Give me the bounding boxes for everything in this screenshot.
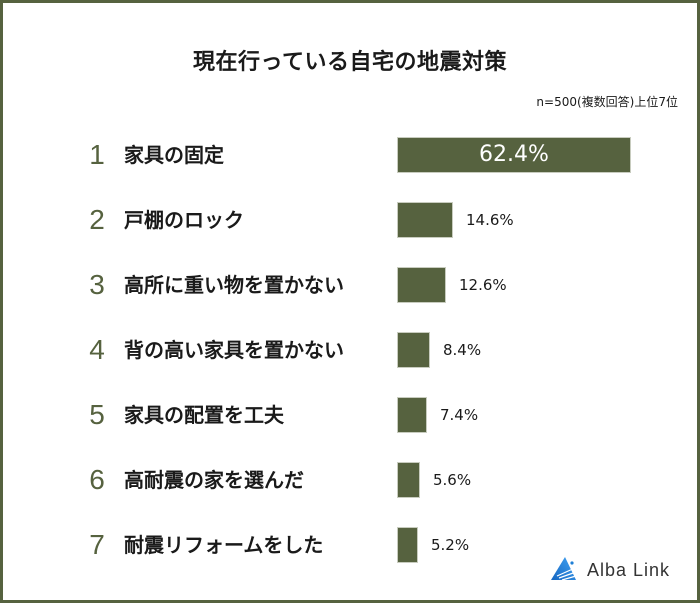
bar-row: 2 戸棚のロック 14.6% (0, 200, 700, 240)
value-label: 8.4% (443, 341, 482, 359)
bar (398, 203, 452, 237)
bar-row: 5 家具の配置を工夫 7.4% (0, 395, 700, 435)
category-label: 戸棚のロック (124, 208, 244, 232)
sample-note: n=500(複数回答)上位7位 (536, 95, 678, 109)
rank-number: 4 (89, 334, 105, 365)
alba-link-logo-icon (549, 554, 577, 586)
value-label: 5.6% (433, 471, 472, 489)
value-label: 14.6% (466, 211, 514, 229)
brand-logo: Alba Link (549, 554, 670, 586)
bar-row: 4 背の高い家具を置かない 8.4% (0, 330, 700, 370)
rank-number: 7 (89, 529, 105, 560)
category-label: 背の高い家具を置かない (124, 338, 344, 362)
bar (398, 138, 630, 172)
bar-row: 1 家具の固定 62.4% (0, 135, 700, 175)
bar-row: 6 高耐震の家を選んだ 5.6% (0, 460, 700, 500)
rank-number: 5 (89, 399, 105, 430)
value-label: 5.2% (431, 536, 470, 554)
rank-number: 6 (89, 464, 105, 495)
category-label: 高耐震の家を選んだ (124, 468, 304, 492)
bar (398, 398, 426, 432)
value-label: 62.4% (479, 142, 549, 167)
bar (398, 463, 419, 497)
brand-name: Alba Link (587, 559, 671, 580)
value-label: 12.6% (459, 276, 507, 294)
category-label: 耐震リフォームをした (124, 533, 324, 557)
rank-number: 3 (89, 269, 105, 300)
bar (398, 268, 445, 302)
rank-number: 1 (89, 139, 105, 170)
rank-number: 2 (89, 204, 105, 235)
bar (398, 333, 429, 367)
chart-title: 現在行っている自宅の地震対策 (193, 50, 507, 75)
category-label: 家具の配置を工夫 (124, 403, 284, 427)
bar-row: 7 耐震リフォームをした 5.2% (0, 525, 700, 565)
value-label: 7.4% (440, 406, 479, 424)
category-label: 高所に重い物を置かない (124, 273, 344, 297)
bar (398, 528, 417, 562)
bar-row: 3 高所に重い物を置かない 12.6% (0, 265, 700, 305)
category-label: 家具の固定 (124, 143, 224, 167)
